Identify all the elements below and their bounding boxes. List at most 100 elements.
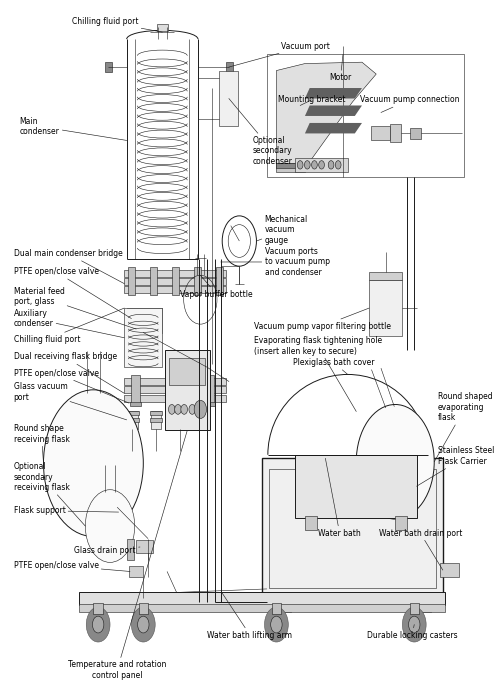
Bar (129, 566, 143, 577)
Bar (215, 267, 222, 295)
Bar (126, 308, 162, 332)
Bar (126, 411, 138, 415)
Circle shape (194, 400, 206, 419)
Bar (410, 128, 420, 139)
Bar (105, 62, 112, 72)
Bar (203, 402, 214, 406)
Bar (267, 55, 463, 176)
Bar (127, 411, 137, 429)
Text: PTFE open/close valve: PTFE open/close valve (14, 267, 131, 318)
Circle shape (335, 161, 340, 169)
Text: Water bath: Water bath (318, 458, 360, 538)
Circle shape (136, 313, 145, 327)
Circle shape (86, 607, 110, 642)
Polygon shape (304, 106, 361, 116)
Bar (124, 378, 226, 385)
Text: Chilling fluid port: Chilling fluid port (72, 18, 162, 32)
Circle shape (196, 405, 203, 414)
Text: Material feed
port, glass: Material feed port, glass (14, 286, 136, 329)
Circle shape (92, 616, 104, 633)
Circle shape (270, 616, 282, 633)
Bar (124, 278, 226, 285)
Circle shape (145, 313, 155, 327)
Circle shape (311, 161, 317, 169)
Circle shape (137, 616, 149, 633)
Polygon shape (304, 88, 361, 99)
Circle shape (328, 161, 333, 169)
Bar (128, 267, 134, 295)
Bar (124, 395, 226, 402)
Text: Mechanical
vacuum
gauge: Mechanical vacuum gauge (256, 215, 307, 245)
Circle shape (44, 390, 143, 536)
Bar (124, 386, 226, 393)
Circle shape (264, 607, 288, 642)
Bar (130, 402, 141, 406)
Circle shape (188, 405, 195, 414)
Text: Glass drain port: Glass drain port (74, 546, 140, 555)
Bar (136, 540, 152, 552)
Bar (172, 267, 178, 295)
Circle shape (304, 161, 310, 169)
Text: Water bath lifting arm: Water bath lifting arm (207, 592, 292, 640)
Bar (168, 375, 176, 405)
Bar (151, 411, 161, 429)
Bar (274, 596, 290, 612)
Text: Main
condenser: Main condenser (20, 117, 126, 141)
Text: Vacuum pump vapor filtering bottle: Vacuum pump vapor filtering bottle (253, 308, 390, 330)
Bar (262, 458, 442, 598)
Bar (394, 517, 406, 530)
Text: Water bath drain port: Water bath drain port (378, 528, 461, 570)
Bar (295, 158, 347, 172)
Bar (166, 402, 178, 406)
Bar (124, 308, 162, 368)
Text: Optional
secondary
condenser: Optional secondary condenser (228, 99, 292, 166)
Text: Temperature and rotation
control panel: Temperature and rotation control panel (68, 430, 187, 680)
Bar (138, 603, 148, 614)
Circle shape (408, 616, 419, 633)
Bar (150, 411, 162, 415)
Circle shape (297, 161, 303, 169)
Circle shape (126, 313, 136, 327)
Text: PTFE open/close valve: PTFE open/close valve (14, 369, 129, 403)
Bar (439, 563, 458, 577)
Bar (389, 125, 401, 142)
Bar (413, 596, 430, 612)
Text: Motor: Motor (329, 55, 351, 82)
Polygon shape (304, 123, 361, 134)
Bar (409, 603, 418, 614)
Bar (124, 270, 226, 276)
Text: Stainless Steel
Flask Carrier: Stainless Steel Flask Carrier (416, 447, 493, 486)
Bar (271, 603, 281, 614)
Text: Round shaped
evaporating
flask: Round shaped evaporating flask (433, 393, 491, 462)
Text: Dual receiving flask bridge: Dual receiving flask bridge (14, 353, 124, 393)
Circle shape (402, 607, 425, 642)
Bar (225, 62, 232, 72)
Polygon shape (276, 62, 375, 169)
Text: Vapor buffer bottle: Vapor buffer bottle (180, 275, 253, 299)
Bar (219, 71, 238, 127)
Text: PTFE open/close valve: PTFE open/close valve (14, 561, 130, 571)
Text: Dual main condenser bridge: Dual main condenser bridge (14, 249, 124, 284)
Text: Flask support: Flask support (14, 506, 118, 515)
Bar (304, 517, 316, 530)
Text: Mounting bracket: Mounting bracket (277, 95, 345, 106)
Text: Glass vacuum
port: Glass vacuum port (14, 382, 126, 420)
Text: Vacuum port: Vacuum port (228, 41, 329, 67)
Bar (295, 455, 416, 518)
Text: Durable locking casters: Durable locking casters (366, 624, 456, 640)
Bar (174, 411, 185, 429)
Bar (93, 603, 103, 614)
Circle shape (180, 405, 187, 414)
Bar (173, 411, 186, 415)
Bar (368, 272, 402, 280)
Text: Plexiglass bath cover: Plexiglass bath cover (293, 358, 374, 375)
Bar (169, 358, 205, 385)
Bar (124, 286, 226, 293)
Text: Auxiliary
condenser: Auxiliary condenser (14, 309, 124, 338)
Bar (276, 164, 304, 172)
Bar (79, 592, 444, 605)
Bar (269, 469, 435, 587)
Bar (150, 267, 156, 295)
Text: Round shape
receiving flask: Round shape receiving flask (14, 424, 69, 463)
Bar (276, 163, 304, 169)
